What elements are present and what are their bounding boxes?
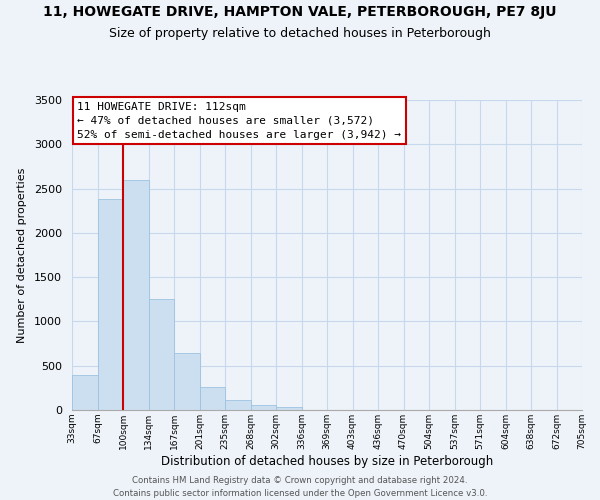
- Y-axis label: Number of detached properties: Number of detached properties: [17, 168, 27, 342]
- Bar: [276, 408, 302, 410]
- Text: Contains HM Land Registry data © Crown copyright and database right 2024.
Contai: Contains HM Land Registry data © Crown c…: [113, 476, 487, 498]
- Bar: [199, 387, 225, 410]
- Bar: [97, 199, 123, 410]
- Text: 11, HOWEGATE DRIVE, HAMPTON VALE, PETERBOROUGH, PE7 8JU: 11, HOWEGATE DRIVE, HAMPTON VALE, PETERB…: [43, 5, 557, 19]
- Bar: [149, 300, 174, 410]
- Text: Size of property relative to detached houses in Peterborough: Size of property relative to detached ho…: [109, 28, 491, 40]
- Text: 11 HOWEGATE DRIVE: 112sqm
← 47% of detached houses are smaller (3,572)
52% of se: 11 HOWEGATE DRIVE: 112sqm ← 47% of detac…: [77, 102, 401, 140]
- Bar: [225, 400, 251, 410]
- Bar: [123, 180, 149, 410]
- Bar: [251, 405, 276, 410]
- Bar: [72, 376, 97, 410]
- Text: Distribution of detached houses by size in Peterborough: Distribution of detached houses by size …: [161, 455, 493, 468]
- Bar: [174, 354, 199, 410]
